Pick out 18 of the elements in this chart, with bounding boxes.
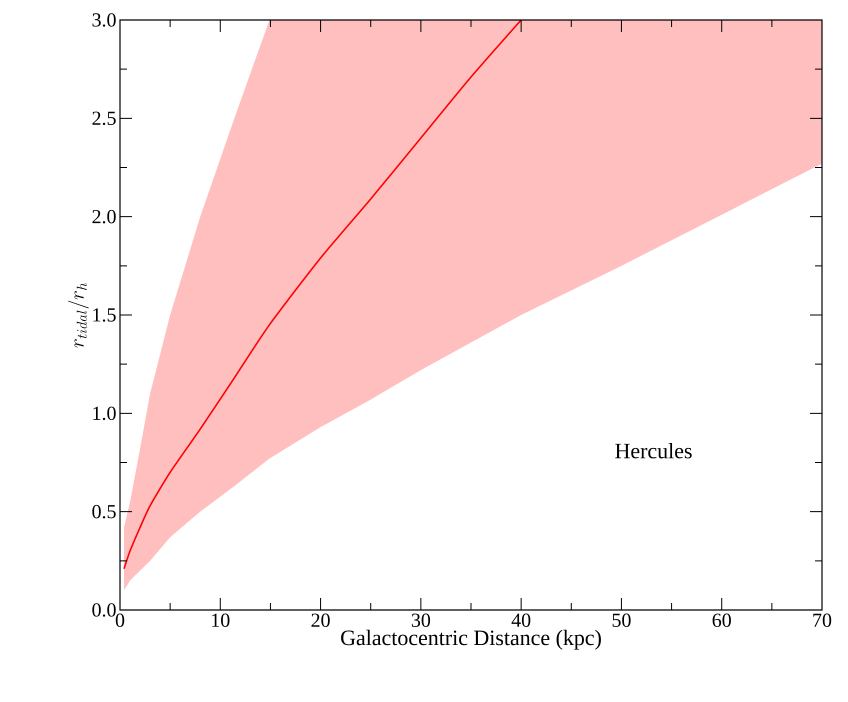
- y-tick-label: 2.0: [92, 210, 116, 224]
- x-tick-label: 30: [412, 614, 430, 627]
- y-axis-title: $r_{tidal}/r_h$: [68, 282, 89, 348]
- x-axis-title: Galactocentric Distance (kpc): [341, 630, 601, 650]
- x-tick-label: 10: [212, 614, 230, 627]
- x-tick-label: 40: [512, 614, 530, 627]
- y-tick-label: 0.5: [92, 504, 116, 518]
- annotation: Hercules: [615, 442, 692, 458]
- x-tick-label: 50: [612, 614, 631, 627]
- x-tick-label: 20: [311, 614, 330, 627]
- y-tick-label: 1.5: [93, 308, 116, 322]
- x-tick-label: 70: [813, 614, 832, 627]
- y-tick-label: 3.0: [92, 13, 116, 27]
- y-tick-label: 1.0: [93, 406, 116, 420]
- y-tick-label: 0.0: [92, 603, 116, 617]
- x-tick-label: 60: [712, 614, 731, 627]
- y-tick-label: 2.5: [92, 112, 116, 126]
- x-tick-label: 0: [116, 614, 124, 627]
